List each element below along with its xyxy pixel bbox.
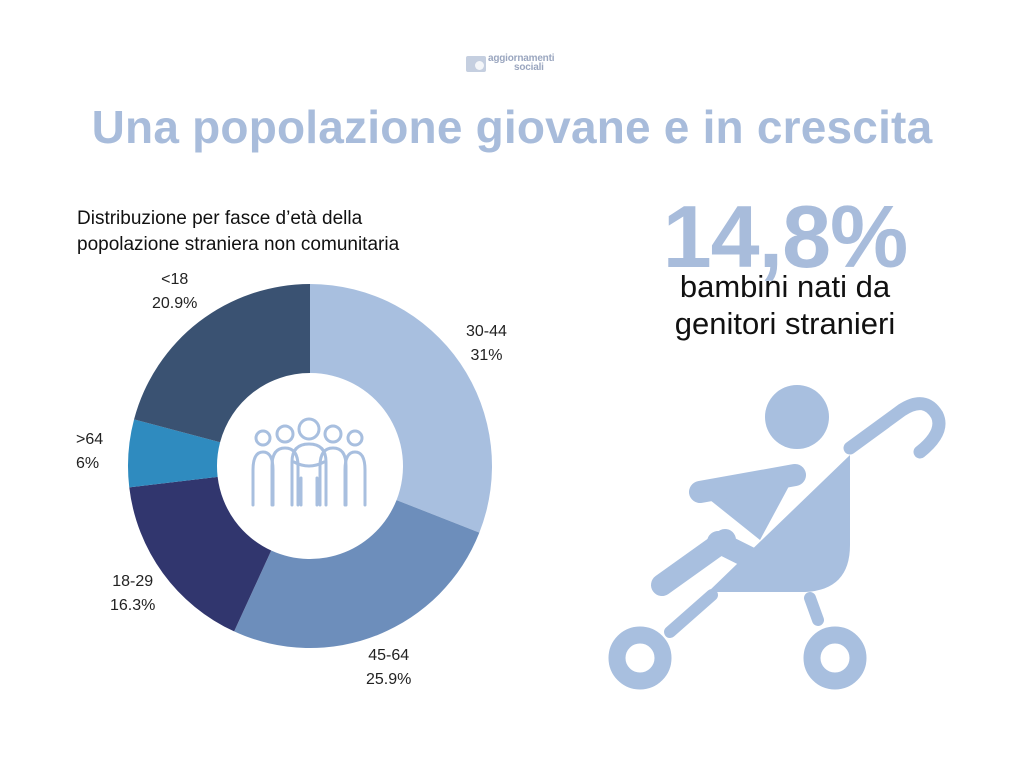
slice-label-30-44: 30-44 31% — [466, 320, 507, 368]
chart-title-line2: popolazione straniera non comunitaria — [77, 234, 400, 255]
donut-slices — [127, 284, 492, 649]
slice-category: 18-29 — [112, 573, 154, 590]
stat-caption: bambini nati da genitori stranieri — [630, 268, 940, 342]
logo-line2: sociali — [514, 62, 544, 73]
donut-slice-over-64 — [127, 419, 221, 488]
chart-title-line1: Distribuzione per fasce d’età della — [77, 208, 363, 229]
stat-caption-line1: bambini nati da — [679, 269, 891, 304]
slice-value: 25.9% — [366, 671, 412, 688]
slice-category: 45-64 — [368, 647, 410, 664]
slice-value: 31% — [470, 347, 503, 364]
stat-value: 14,8% — [662, 187, 909, 286]
slice-category: 30-44 — [466, 323, 507, 340]
chart-title: Distribuzione per fasce d’età della popo… — [77, 206, 497, 258]
page-title: Una popolazione giovane e in crescita — [91, 101, 933, 153]
donut-slice-18-29 — [129, 476, 272, 632]
slice-category: <18 — [161, 271, 189, 288]
baby-stroller-icon — [608, 385, 946, 690]
logo-mark-icon — [466, 56, 486, 72]
slice-label-18-29: 18-29 16.3% — [110, 570, 155, 618]
stat-caption-line2: genitori stranieri — [674, 306, 896, 341]
slice-label-under-18: <18 20.9% — [152, 268, 197, 316]
slice-label-over-64: >64 6% — [76, 428, 103, 476]
slice-value: 20.9% — [152, 295, 198, 312]
logo-text: aggiornamenti sociali — [488, 53, 555, 73]
slice-label-45-64: 45-64 25.9% — [366, 644, 411, 692]
logo: aggiornamenti sociali — [466, 54, 566, 76]
donut-slice-45-64 — [234, 500, 480, 649]
people-group-icon — [251, 417, 367, 507]
donut-slice-30-44 — [310, 284, 492, 533]
slice-category: >64 — [76, 431, 104, 448]
slice-value: 16.3% — [110, 597, 156, 614]
slice-value: 6% — [76, 455, 100, 472]
donut-slice-under-18 — [134, 284, 310, 443]
logo-line1: aggiornamenti — [488, 53, 555, 64]
